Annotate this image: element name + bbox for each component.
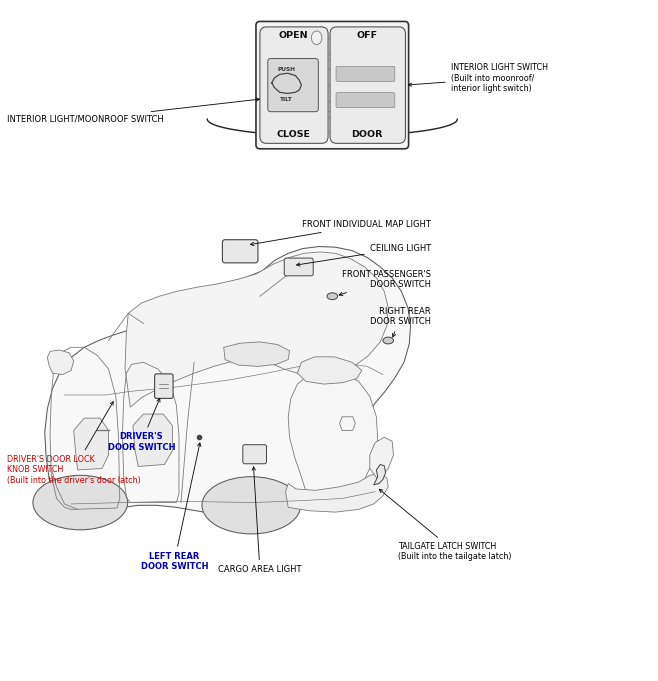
Ellipse shape	[33, 475, 128, 530]
Text: DRIVER'S DOOR LOCK
KNOB SWITCH
(Built into the driver's door latch): DRIVER'S DOOR LOCK KNOB SWITCH (Built in…	[7, 402, 140, 485]
FancyBboxPatch shape	[336, 67, 395, 82]
Text: DOOR: DOOR	[351, 130, 383, 140]
FancyBboxPatch shape	[260, 27, 328, 144]
Text: INTERIOR LIGHT SWITCH
(Built into moonroof/
interior light switch): INTERIOR LIGHT SWITCH (Built into moonro…	[409, 63, 547, 93]
Text: CARGO AREA LIGHT: CARGO AREA LIGHT	[218, 467, 301, 574]
Text: OPEN: OPEN	[278, 31, 308, 40]
Polygon shape	[286, 473, 388, 512]
FancyBboxPatch shape	[222, 240, 258, 263]
FancyBboxPatch shape	[268, 59, 318, 112]
FancyBboxPatch shape	[155, 374, 173, 398]
Text: CLOSE: CLOSE	[276, 130, 310, 140]
FancyBboxPatch shape	[243, 445, 266, 464]
Text: INTERIOR LIGHT/MOONROOF SWITCH: INTERIOR LIGHT/MOONROOF SWITCH	[7, 98, 259, 124]
Polygon shape	[374, 464, 386, 485]
FancyBboxPatch shape	[330, 27, 405, 144]
Ellipse shape	[327, 293, 338, 300]
FancyBboxPatch shape	[284, 258, 313, 276]
Ellipse shape	[311, 31, 322, 45]
Text: LEFT REAR
DOOR SWITCH: LEFT REAR DOOR SWITCH	[141, 443, 208, 571]
Polygon shape	[133, 414, 172, 466]
Polygon shape	[297, 357, 362, 384]
FancyBboxPatch shape	[256, 22, 409, 149]
Text: OFF: OFF	[357, 31, 378, 40]
Ellipse shape	[202, 477, 301, 534]
Polygon shape	[224, 342, 290, 366]
Polygon shape	[370, 437, 393, 480]
Text: PUSH: PUSH	[277, 67, 295, 72]
Polygon shape	[47, 350, 74, 375]
Text: CEILING LIGHT: CEILING LIGHT	[297, 244, 431, 266]
FancyBboxPatch shape	[336, 93, 395, 108]
Polygon shape	[45, 247, 411, 518]
Text: TAILGATE LATCH SWITCH
(Built into the tailgate latch): TAILGATE LATCH SWITCH (Built into the ta…	[379, 490, 511, 561]
Text: FRONT PASSENGER'S
DOOR SWITCH: FRONT PASSENGER'S DOOR SWITCH	[339, 270, 431, 296]
Text: FRONT INDIVIDUAL MAP LIGHT: FRONT INDIVIDUAL MAP LIGHT	[251, 220, 431, 246]
Ellipse shape	[383, 337, 393, 344]
Text: RIGHT REAR
DOOR SWITCH: RIGHT REAR DOOR SWITCH	[370, 307, 431, 337]
Polygon shape	[288, 370, 378, 505]
Polygon shape	[125, 252, 388, 407]
Polygon shape	[74, 418, 109, 470]
Text: DRIVER'S
DOOR SWITCH: DRIVER'S DOOR SWITCH	[108, 398, 175, 452]
Text: TILT: TILT	[280, 97, 293, 102]
